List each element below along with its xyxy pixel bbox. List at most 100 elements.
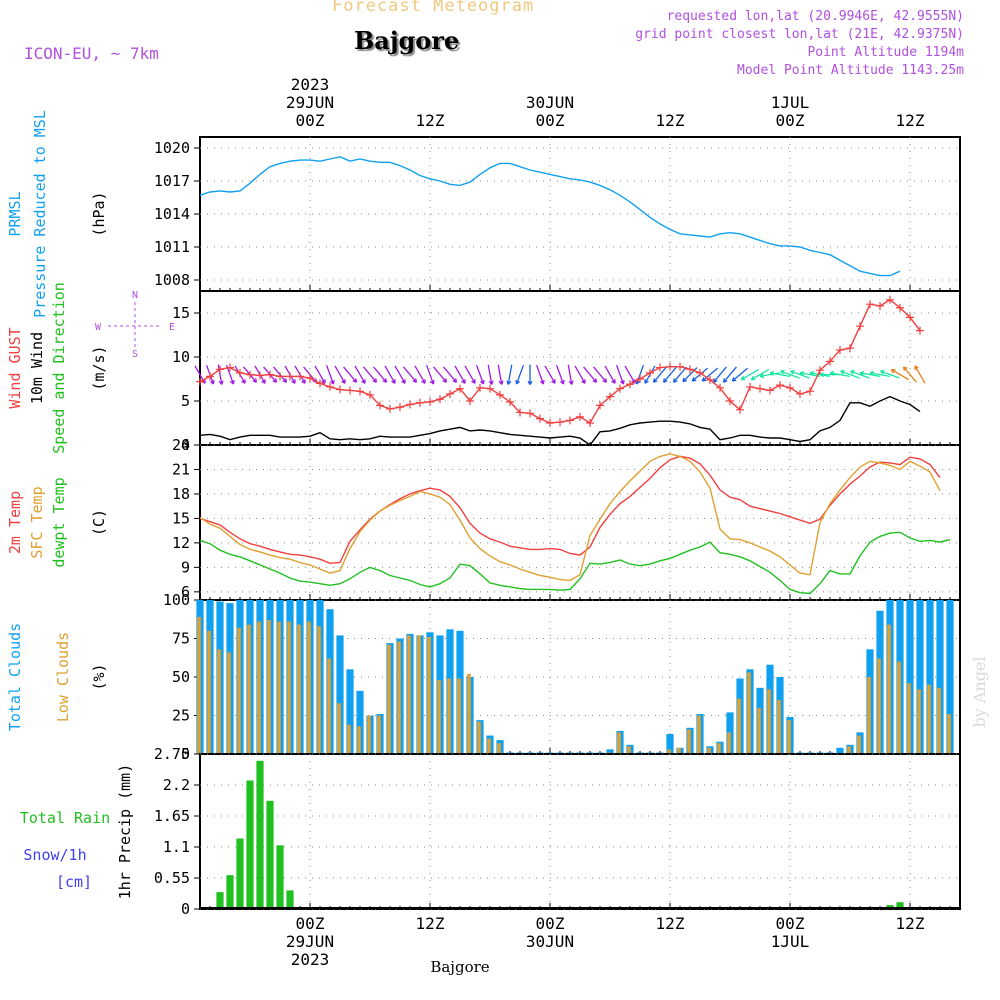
gust-marker	[486, 384, 494, 393]
wind-arrow	[663, 366, 677, 383]
low-cloud-bar	[497, 743, 501, 754]
panel-1	[108, 290, 961, 446]
gust-marker	[466, 397, 474, 405]
low-cloud-bar	[267, 620, 271, 754]
wind-arrow	[850, 370, 870, 379]
time-label-top: 29JUN	[286, 93, 334, 112]
low-cloud-bar	[217, 649, 221, 754]
low-cloud-bar	[487, 738, 491, 754]
gust-marker	[416, 398, 424, 407]
low-cloud-bar	[407, 635, 411, 754]
gust-marker	[326, 382, 334, 391]
precip-bar	[896, 902, 904, 909]
low-cloud-bar	[307, 621, 311, 754]
y-tick-label: 6	[181, 583, 190, 601]
gust-marker	[836, 345, 844, 354]
low-cloud-bar	[277, 621, 281, 754]
wind-arrowhead	[229, 379, 235, 385]
wind-arrowhead	[401, 379, 406, 384]
wind-arrow	[741, 369, 759, 381]
time-label-top: 00Z	[296, 111, 325, 130]
time-label-bottom: 29JUN	[286, 932, 334, 951]
gust-marker	[906, 313, 914, 322]
time-label-bottom: 1JUL	[771, 932, 810, 951]
wind-arrow	[497, 364, 503, 385]
low-cloud-bar	[247, 624, 251, 754]
gust-marker	[536, 414, 544, 423]
time-label-bottom: 00Z	[536, 914, 565, 933]
y-tick-label: 0	[181, 900, 190, 918]
y-tick-label: 1.65	[154, 807, 190, 825]
wind-arrow	[903, 366, 917, 383]
wind-arrow	[475, 364, 485, 385]
time-label-bottom: 12Z	[416, 914, 445, 933]
gust-marker	[676, 362, 684, 371]
gust-marker	[196, 377, 204, 386]
panel-label: (m/s)	[90, 345, 108, 390]
wind-arrow	[790, 370, 810, 379]
total-cloud-bar	[356, 690, 364, 754]
time-label-top: 12Z	[416, 111, 445, 130]
panel-label: [cm]	[56, 873, 92, 891]
low-cloud-bar	[317, 626, 321, 754]
wind-arrow	[414, 365, 426, 384]
wind-arrow	[574, 365, 586, 384]
gust-marker	[826, 357, 834, 366]
low-cloud-bar	[767, 689, 771, 754]
wind-arrow	[334, 365, 346, 384]
wind-arrow	[555, 364, 565, 385]
gust-marker	[266, 370, 274, 379]
wind-arrowhead	[252, 378, 258, 383]
panel-label: (hPa)	[90, 191, 108, 236]
time-label-top: 00Z	[776, 111, 805, 130]
y-tick-label: 1014	[154, 205, 190, 223]
wind-arrow	[751, 369, 769, 381]
low-cloud-bar	[417, 635, 421, 754]
wind-arrow	[425, 364, 435, 385]
y-tick-label: 75	[172, 630, 190, 648]
time-label-top: 1JUL	[771, 93, 810, 112]
wind-arrowhead	[568, 380, 574, 385]
gust-marker	[396, 403, 404, 412]
wind-arrowhead	[780, 369, 785, 375]
low-cloud-bar	[287, 621, 291, 754]
wind-arrow	[363, 366, 377, 383]
total-cloud-bar	[336, 635, 344, 754]
wind-arrowhead	[644, 379, 649, 384]
panel-label: 2m Temp	[6, 491, 24, 554]
gust-marker	[526, 409, 534, 418]
low-cloud-bar	[327, 658, 331, 754]
precip-bar	[216, 892, 224, 909]
wind-arrowhead	[321, 379, 326, 384]
gust-marker	[806, 387, 814, 396]
gust-marker	[566, 416, 574, 425]
low-cloud-bar	[697, 715, 701, 754]
low-cloud-bar	[747, 672, 751, 754]
gust-marker	[606, 392, 614, 401]
gust-marker	[646, 368, 654, 377]
total-cloud-bar	[936, 600, 944, 754]
wind-arrow	[373, 366, 387, 383]
wind-arrow	[870, 372, 890, 377]
precip-bar	[236, 838, 244, 909]
y-tick-label: 10	[172, 348, 190, 366]
low-cloud-bar	[347, 724, 351, 754]
panel-label: (%)	[90, 663, 108, 690]
wind-arrow	[673, 366, 687, 383]
compass-w: W	[95, 322, 102, 333]
gust-marker	[236, 368, 244, 377]
wind-arrowhead	[442, 378, 448, 383]
wind-arrowhead	[890, 368, 896, 374]
panel-label: (C)	[90, 509, 108, 536]
low-cloud-bar	[777, 700, 781, 754]
precip-bar	[276, 845, 284, 909]
wind-arrowhead	[672, 378, 678, 383]
total-cloud-bar	[946, 600, 954, 754]
y-tick-label: 50	[172, 668, 190, 686]
gust-marker	[286, 372, 294, 381]
gust-marker	[216, 365, 224, 374]
wind-arrow	[217, 364, 223, 385]
panel-label: 1hr Precip (mm)	[116, 764, 134, 899]
wind-arrow	[515, 364, 525, 385]
gust-marker	[586, 419, 594, 427]
